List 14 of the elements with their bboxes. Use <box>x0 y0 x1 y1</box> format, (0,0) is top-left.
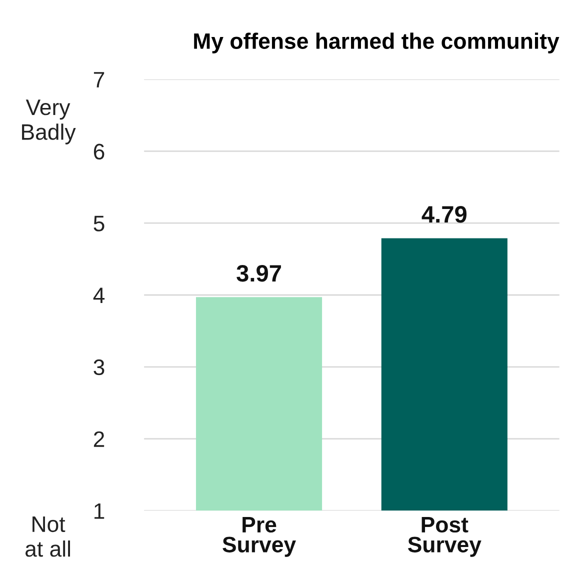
y-tick-label: 3 <box>94 359 104 376</box>
chart-title: My offense harmed the community <box>194 32 560 54</box>
data-label: 4.79 <box>422 206 467 223</box>
y-tick-label: 1 <box>94 503 104 519</box>
text: Very Badly <box>22 100 76 144</box>
x-tick-label: Post Survey <box>408 517 482 557</box>
text: Not at all <box>26 516 70 557</box>
data-label: 3.97 <box>236 264 281 282</box>
y-tick-label: 5 <box>94 216 104 232</box>
y-tick-label: 4 <box>93 288 105 304</box>
x-tick-label: Pre Survey <box>222 517 296 557</box>
y-tick-label: 6 <box>94 144 104 160</box>
y-tick-label: 2 <box>94 431 104 447</box>
y-tick-label: 7 <box>94 72 104 88</box>
